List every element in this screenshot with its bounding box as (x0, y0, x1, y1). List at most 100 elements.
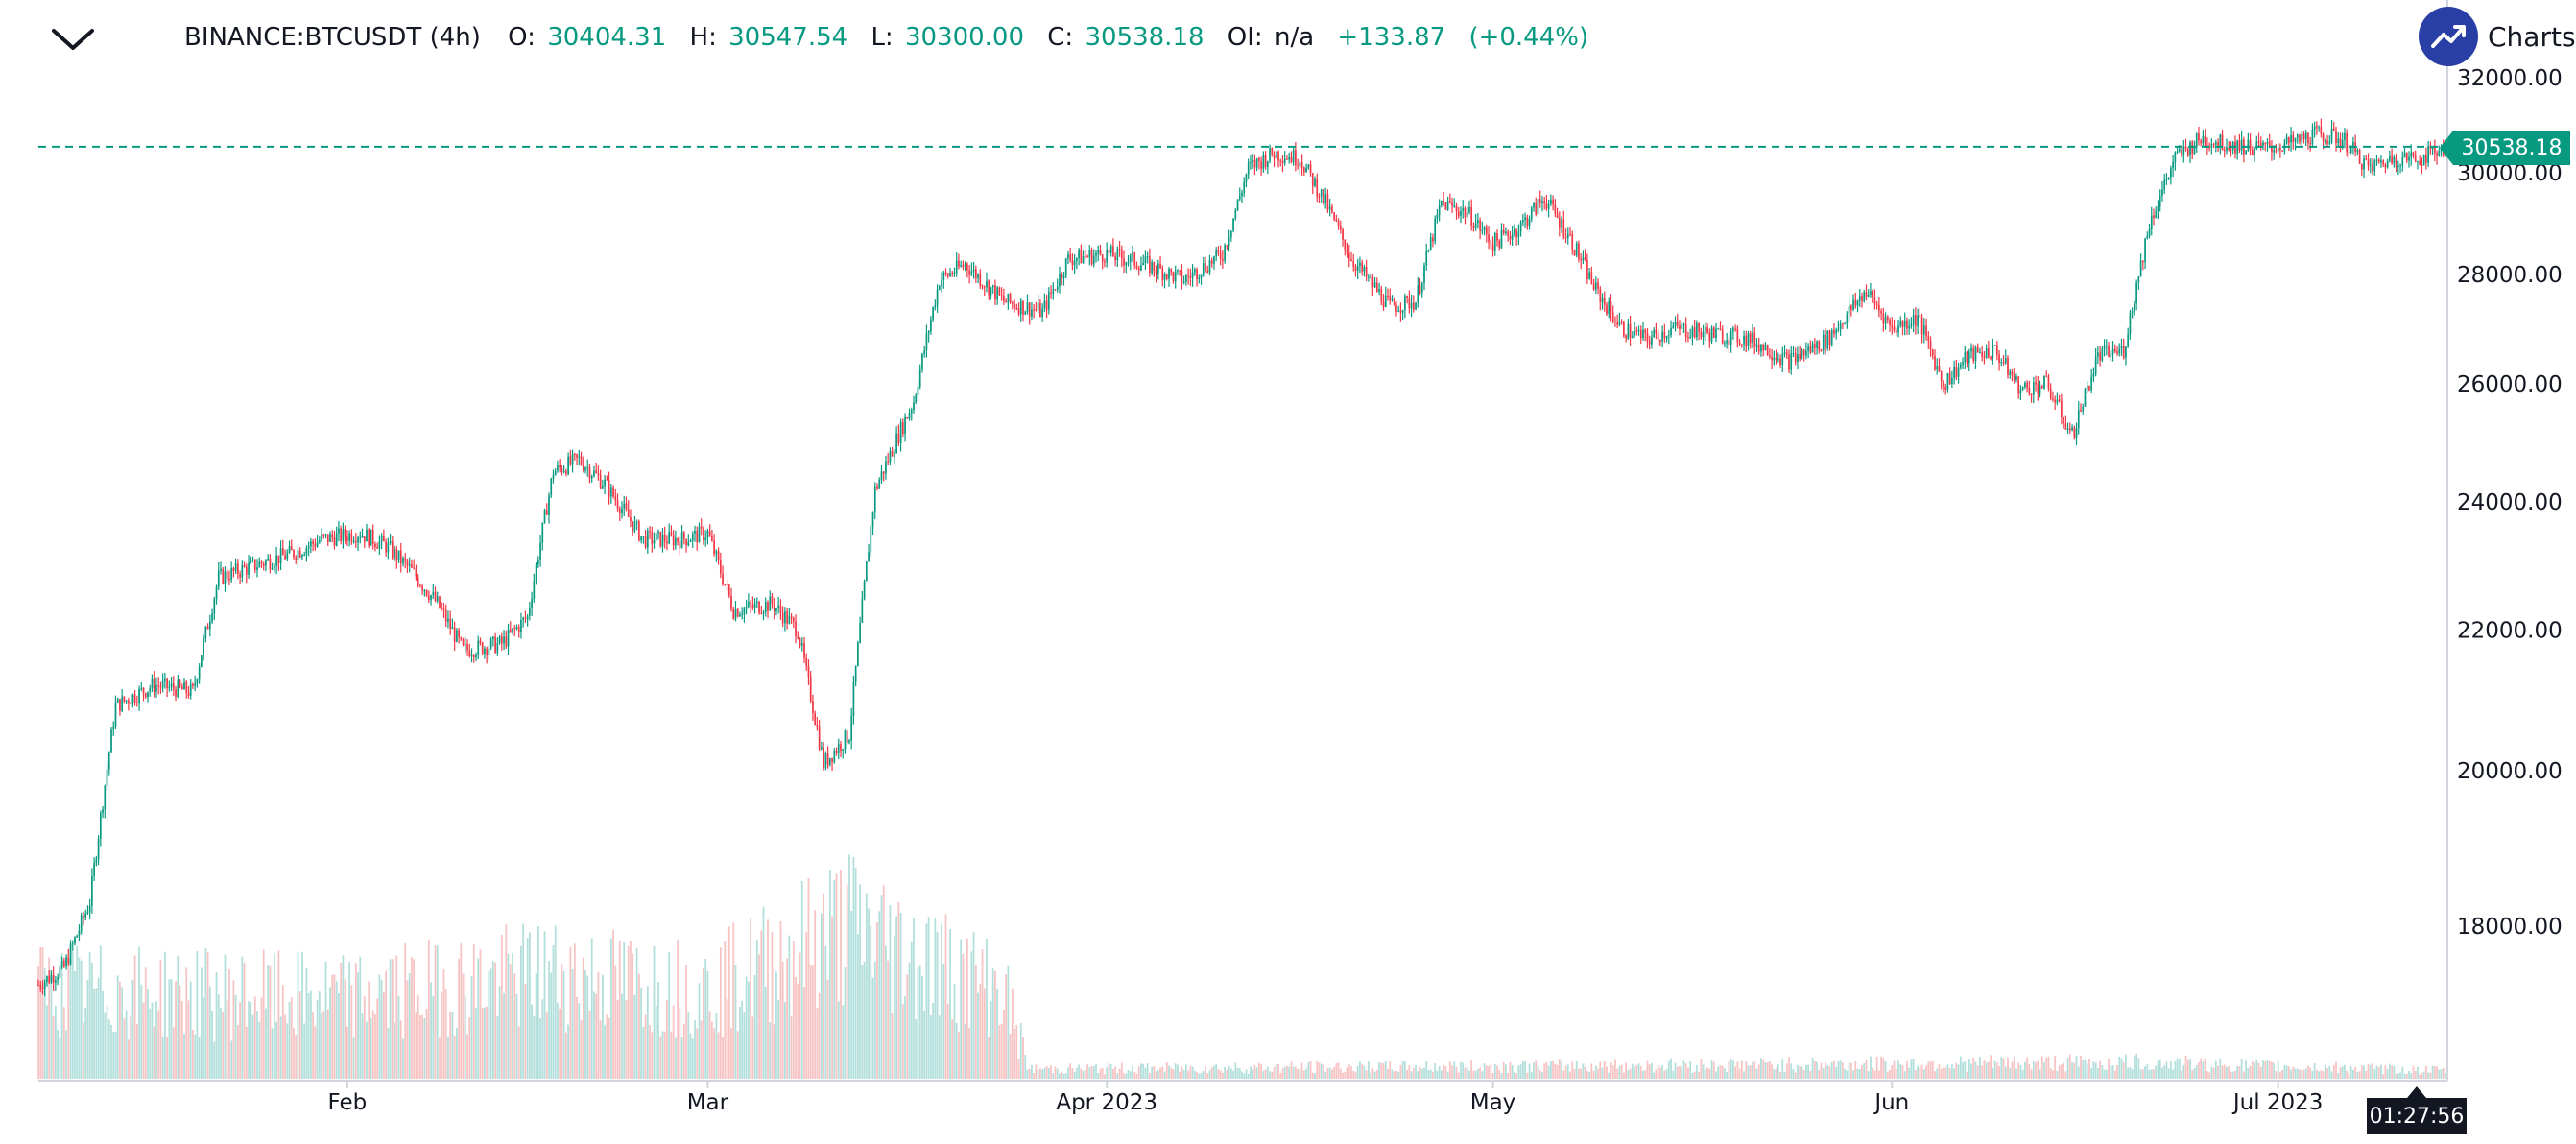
collapse-legend-button[interactable] (46, 17, 100, 61)
candle-body (915, 395, 918, 403)
candle-body (71, 943, 74, 945)
volume-bar (2365, 1070, 2368, 1079)
candle-body (2417, 160, 2419, 162)
candle-body (93, 863, 95, 876)
candle-body (653, 540, 656, 544)
volume-bar (1432, 1071, 1434, 1079)
volume-bar (704, 958, 707, 1079)
volume-bar (192, 1030, 194, 1079)
candle-body (719, 560, 722, 574)
volume-bar (1549, 1061, 1552, 1079)
volume-bar (977, 992, 979, 1079)
candle-body (590, 475, 593, 479)
candle-body (189, 683, 192, 696)
volume-bar (1880, 1056, 1883, 1079)
volume-bar (1232, 1070, 1234, 1079)
volume-bar (1127, 1070, 1130, 1079)
volume-bar (1743, 1071, 1745, 1079)
candle-body (213, 598, 216, 614)
volume-bar (1908, 1067, 1911, 1079)
volume-bar (1882, 1058, 1885, 1079)
candle-body (2403, 152, 2406, 157)
candle-body (552, 475, 555, 479)
volume-bar (1395, 1070, 1397, 1079)
volume-bar (95, 988, 98, 1079)
volume-bar (882, 885, 885, 1079)
volume-bar (1625, 1062, 1628, 1079)
volume-bar (1320, 1063, 1323, 1079)
candle-body (638, 521, 640, 541)
volume-bar (1106, 1067, 1109, 1079)
volume-bar (314, 1026, 317, 1079)
candle-body (863, 581, 866, 599)
candle-body (672, 535, 675, 546)
candle-body (1011, 302, 1014, 304)
candle-body (1884, 316, 1887, 324)
candle-body (1590, 272, 1593, 284)
volume-bar (1309, 1061, 1312, 1079)
candle-body (147, 691, 149, 698)
candle-body (172, 683, 175, 690)
candle-body (2217, 142, 2219, 148)
volume-bar (389, 959, 392, 1079)
volume-bar (938, 1015, 941, 1079)
volume-bar (1097, 1073, 1100, 1079)
volume-bar (2131, 1069, 2134, 1079)
volume-bar (1517, 1065, 1520, 1079)
candle-body (1792, 353, 1795, 355)
candle-body (1333, 212, 1335, 220)
volume-bar (706, 971, 709, 1079)
brand-link[interactable]: Charts b (2419, 6, 2576, 67)
volume-bar (781, 961, 784, 1079)
volume-bar (1601, 1067, 1604, 1079)
candle-body (2320, 127, 2323, 134)
candle-body (2009, 371, 2012, 375)
volume-bar (2255, 1059, 2258, 1079)
candle-body (220, 568, 222, 571)
volume-bar (1165, 1062, 1168, 1079)
volume-bar (147, 989, 149, 1079)
candle-body (2032, 382, 2035, 395)
volume-bar (2442, 1067, 2445, 1079)
candle-body (2019, 389, 2022, 394)
candle-body (991, 285, 994, 288)
candle-body (2150, 215, 2153, 229)
candle-body (1387, 295, 1389, 297)
candle-body (65, 957, 67, 967)
candle-body (1241, 192, 1243, 197)
volume-bar (43, 967, 46, 1079)
volume-bar (1177, 1064, 1179, 1079)
candle-body (2063, 417, 2064, 424)
volume-bar (2210, 1066, 2213, 1079)
candle-body (2391, 155, 2393, 164)
candle-body (576, 454, 578, 458)
candle-body (2163, 179, 2166, 190)
volume-bar (297, 951, 299, 1079)
candle-body (161, 680, 164, 688)
volume-bar (2292, 1066, 2295, 1079)
volume-bar (812, 965, 814, 1079)
candle-body (1159, 263, 1161, 269)
volume-bar (415, 1012, 417, 1079)
candle-body (1262, 155, 1265, 169)
candle-body (1069, 254, 1072, 261)
candle-body (442, 608, 445, 610)
volume-bar (1238, 1068, 1241, 1079)
volume-bar (387, 1027, 390, 1079)
candle-body (775, 608, 777, 611)
candle-body (1558, 217, 1561, 228)
volume-bar (606, 1014, 608, 1079)
volume-bar (1255, 1067, 1258, 1079)
candle-body (1062, 275, 1065, 278)
candle-body (1639, 329, 1642, 339)
volume-bar (1007, 965, 1010, 1079)
volume-bar (1429, 1069, 1432, 1079)
volume-bar (887, 960, 890, 1079)
candle-body (250, 560, 252, 563)
candle-body (1135, 265, 1138, 268)
candle-body (479, 640, 482, 643)
candle-body (2259, 142, 2262, 146)
candle-body (1882, 313, 1885, 324)
volume-bar (253, 996, 256, 1079)
